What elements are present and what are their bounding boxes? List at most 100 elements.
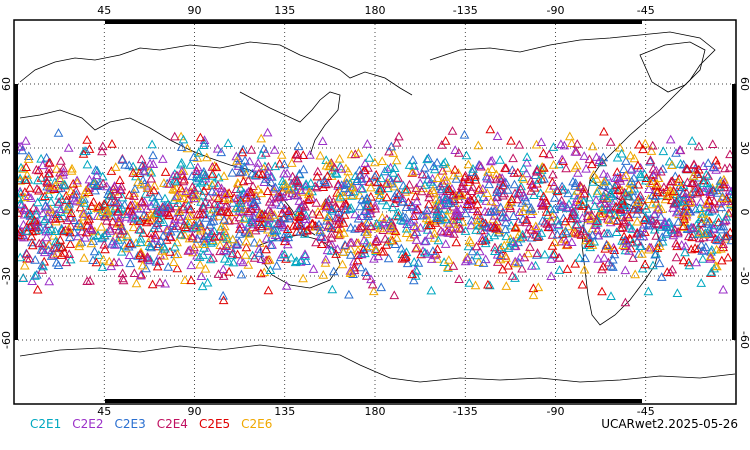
observation-triangle	[362, 226, 373, 236]
observation-triangle	[448, 170, 459, 180]
observation-triangle	[83, 187, 94, 196]
observation-triangle	[201, 213, 211, 222]
observation-triangle	[37, 208, 48, 218]
observation-triangle	[450, 145, 461, 154]
observation-triangle	[235, 201, 246, 211]
observation-triangle	[55, 207, 66, 216]
legend-item-c2e3: C2E3	[114, 417, 146, 431]
observation-triangle	[158, 241, 169, 251]
observation-triangle	[283, 206, 294, 215]
observation-triangle	[327, 284, 338, 294]
observation-triangle	[658, 187, 669, 197]
observation-triangle	[632, 236, 643, 246]
observation-triangle	[147, 139, 157, 149]
observation-triangle	[673, 177, 684, 186]
observation-triangle	[365, 182, 376, 192]
observation-triangle	[269, 145, 280, 154]
observation-triangle	[686, 244, 697, 254]
observation-triangle	[249, 237, 260, 247]
observation-triangle	[185, 160, 196, 169]
observation-triangle	[486, 206, 497, 216]
observation-triangle	[91, 257, 102, 267]
observation-triangle	[240, 250, 251, 259]
observation-triangle	[266, 232, 277, 242]
observation-triangle	[171, 201, 181, 211]
observation-triangle	[506, 135, 516, 145]
observation-triangle	[307, 218, 317, 228]
observation-triangle	[74, 238, 85, 248]
observation-triangle	[535, 188, 546, 197]
observation-triangle	[537, 161, 548, 171]
observation-triangle	[353, 250, 363, 259]
observation-triangle	[703, 158, 714, 167]
left-lat-tick-label: 60	[0, 77, 13, 91]
observation-triangle	[336, 164, 347, 173]
observation-triangle	[200, 173, 211, 183]
observation-triangle	[292, 219, 302, 229]
observation-triangle	[402, 258, 413, 268]
observation-triangle	[492, 257, 503, 266]
observation-triangle	[263, 166, 274, 176]
observation-triangle	[245, 217, 255, 227]
observation-triangle	[295, 185, 306, 195]
observation-triangle	[23, 191, 34, 200]
observation-triangle	[444, 219, 455, 228]
observation-triangle	[472, 199, 483, 209]
observation-triangle	[240, 155, 250, 165]
observation-triangle	[105, 223, 115, 233]
observation-triangle	[345, 222, 356, 232]
observation-triangle	[238, 176, 249, 186]
observation-triangle	[412, 242, 423, 252]
observation-triangle	[99, 199, 110, 208]
observation-triangle	[279, 212, 290, 222]
observation-triangle	[105, 226, 116, 235]
observation-triangle	[381, 240, 392, 249]
observation-triangle	[305, 178, 316, 187]
observation-triangle	[277, 219, 287, 229]
observation-triangle	[98, 178, 108, 188]
observation-triangle	[195, 209, 205, 218]
observation-triangle	[121, 212, 132, 221]
observation-triangle	[503, 199, 514, 208]
observation-triangle	[711, 244, 722, 254]
observation-triangle	[563, 188, 573, 198]
observation-triangle	[241, 236, 252, 246]
observation-triangle	[201, 231, 211, 240]
observation-triangle	[701, 199, 712, 209]
observation-triangle	[503, 243, 514, 252]
observation-triangle	[227, 234, 238, 244]
observation-triangle	[192, 209, 203, 219]
observation-triangle	[160, 167, 171, 176]
observation-triangle	[239, 213, 249, 223]
observation-triangle	[703, 171, 714, 180]
observation-triangle	[389, 290, 400, 300]
observation-triangle	[314, 219, 324, 229]
observation-triangle	[97, 262, 108, 271]
observation-triangle	[204, 219, 215, 229]
observation-triangle	[172, 249, 183, 258]
legend-item-c2e4: C2E4	[156, 417, 188, 431]
observation-triangle	[708, 203, 719, 213]
observation-triangle	[491, 187, 502, 197]
observation-triangle	[515, 184, 526, 194]
observation-triangle	[545, 203, 556, 213]
observation-triangle	[694, 203, 705, 212]
observation-triangle	[93, 230, 103, 239]
observation-triangle	[488, 222, 499, 231]
observation-triangle	[656, 272, 667, 281]
observation-triangle	[534, 231, 544, 240]
observation-triangle	[23, 154, 34, 163]
observation-triangle	[490, 242, 500, 252]
observation-triangle	[466, 215, 477, 225]
bottom-lon-tick-label: -45	[637, 405, 655, 418]
observation-triangle	[635, 241, 645, 250]
observation-triangle	[28, 203, 39, 212]
observation-triangle	[579, 184, 590, 193]
observation-triangle	[387, 202, 398, 212]
observation-triangle	[647, 215, 658, 225]
observation-triangle	[320, 177, 330, 187]
observation-triangle	[438, 178, 448, 188]
observation-triangle	[611, 227, 622, 236]
observation-triangle	[320, 254, 331, 264]
observation-triangle	[52, 248, 63, 257]
